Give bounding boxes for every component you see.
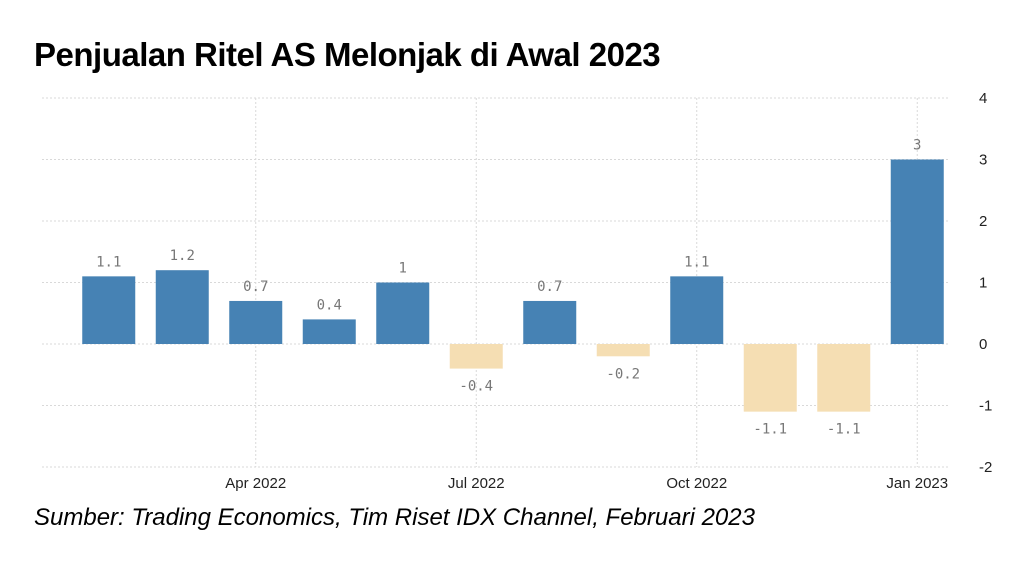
bar-value-label: 3 — [913, 138, 921, 154]
x-tick-label: Jul 2022 — [448, 475, 505, 492]
y-tick-label: 3 — [979, 152, 987, 169]
bar — [743, 344, 797, 412]
bar — [376, 282, 430, 344]
bar — [302, 319, 356, 344]
y-tick-label: 1 — [979, 275, 987, 292]
bar-value-label: -0.4 — [459, 379, 493, 395]
bar-value-labels: 1.1 1.2 0.7 0.4 1 -0.4 0.7 -0.2 1.1 -1.1 -1.1 3 — [96, 138, 921, 438]
bar — [596, 344, 650, 357]
x-axis-ticks: Apr 2022 Jul 2022 Oct 2022 Jan 2023 — [225, 475, 948, 492]
bar — [670, 276, 724, 344]
bar-value-label: 1.2 — [170, 248, 195, 264]
chart-title: Penjualan Ritel AS Melonjak di Awal 2023 — [34, 36, 661, 73]
x-tick-label: Oct 2022 — [666, 475, 727, 492]
y-tick-label: -2 — [979, 459, 992, 476]
bar — [82, 276, 136, 344]
bar-value-label: -1.1 — [827, 422, 861, 438]
bar — [817, 344, 871, 412]
bar-value-label: 1.1 — [96, 254, 121, 270]
bar-value-label: 1 — [399, 261, 407, 277]
bar — [449, 344, 503, 369]
bar-value-label: 0.7 — [537, 279, 562, 295]
bar-value-label: -1.1 — [753, 422, 787, 438]
x-tick-label: Apr 2022 — [225, 475, 286, 492]
bar — [155, 270, 209, 344]
bar — [229, 300, 283, 344]
bar-value-label: -0.2 — [606, 366, 640, 382]
y-tick-label: 0 — [979, 336, 987, 353]
bar — [890, 159, 944, 344]
y-tick-label: 4 — [979, 90, 987, 107]
y-tick-label: 2 — [979, 213, 987, 230]
source-note: Sumber: Trading Economics, Tim Riset IDX… — [34, 504, 755, 531]
bars — [82, 159, 944, 412]
x-tick-label: Jan 2023 — [886, 475, 948, 492]
y-tick-label: -1 — [979, 398, 992, 415]
bar-value-label: 0.7 — [243, 279, 268, 295]
bar-value-label: 1.1 — [684, 254, 709, 270]
bar — [523, 300, 577, 344]
y-axis-ticks: 4 3 2 1 0 -1 -2 — [979, 90, 992, 476]
bar-value-label: 0.4 — [317, 297, 342, 313]
